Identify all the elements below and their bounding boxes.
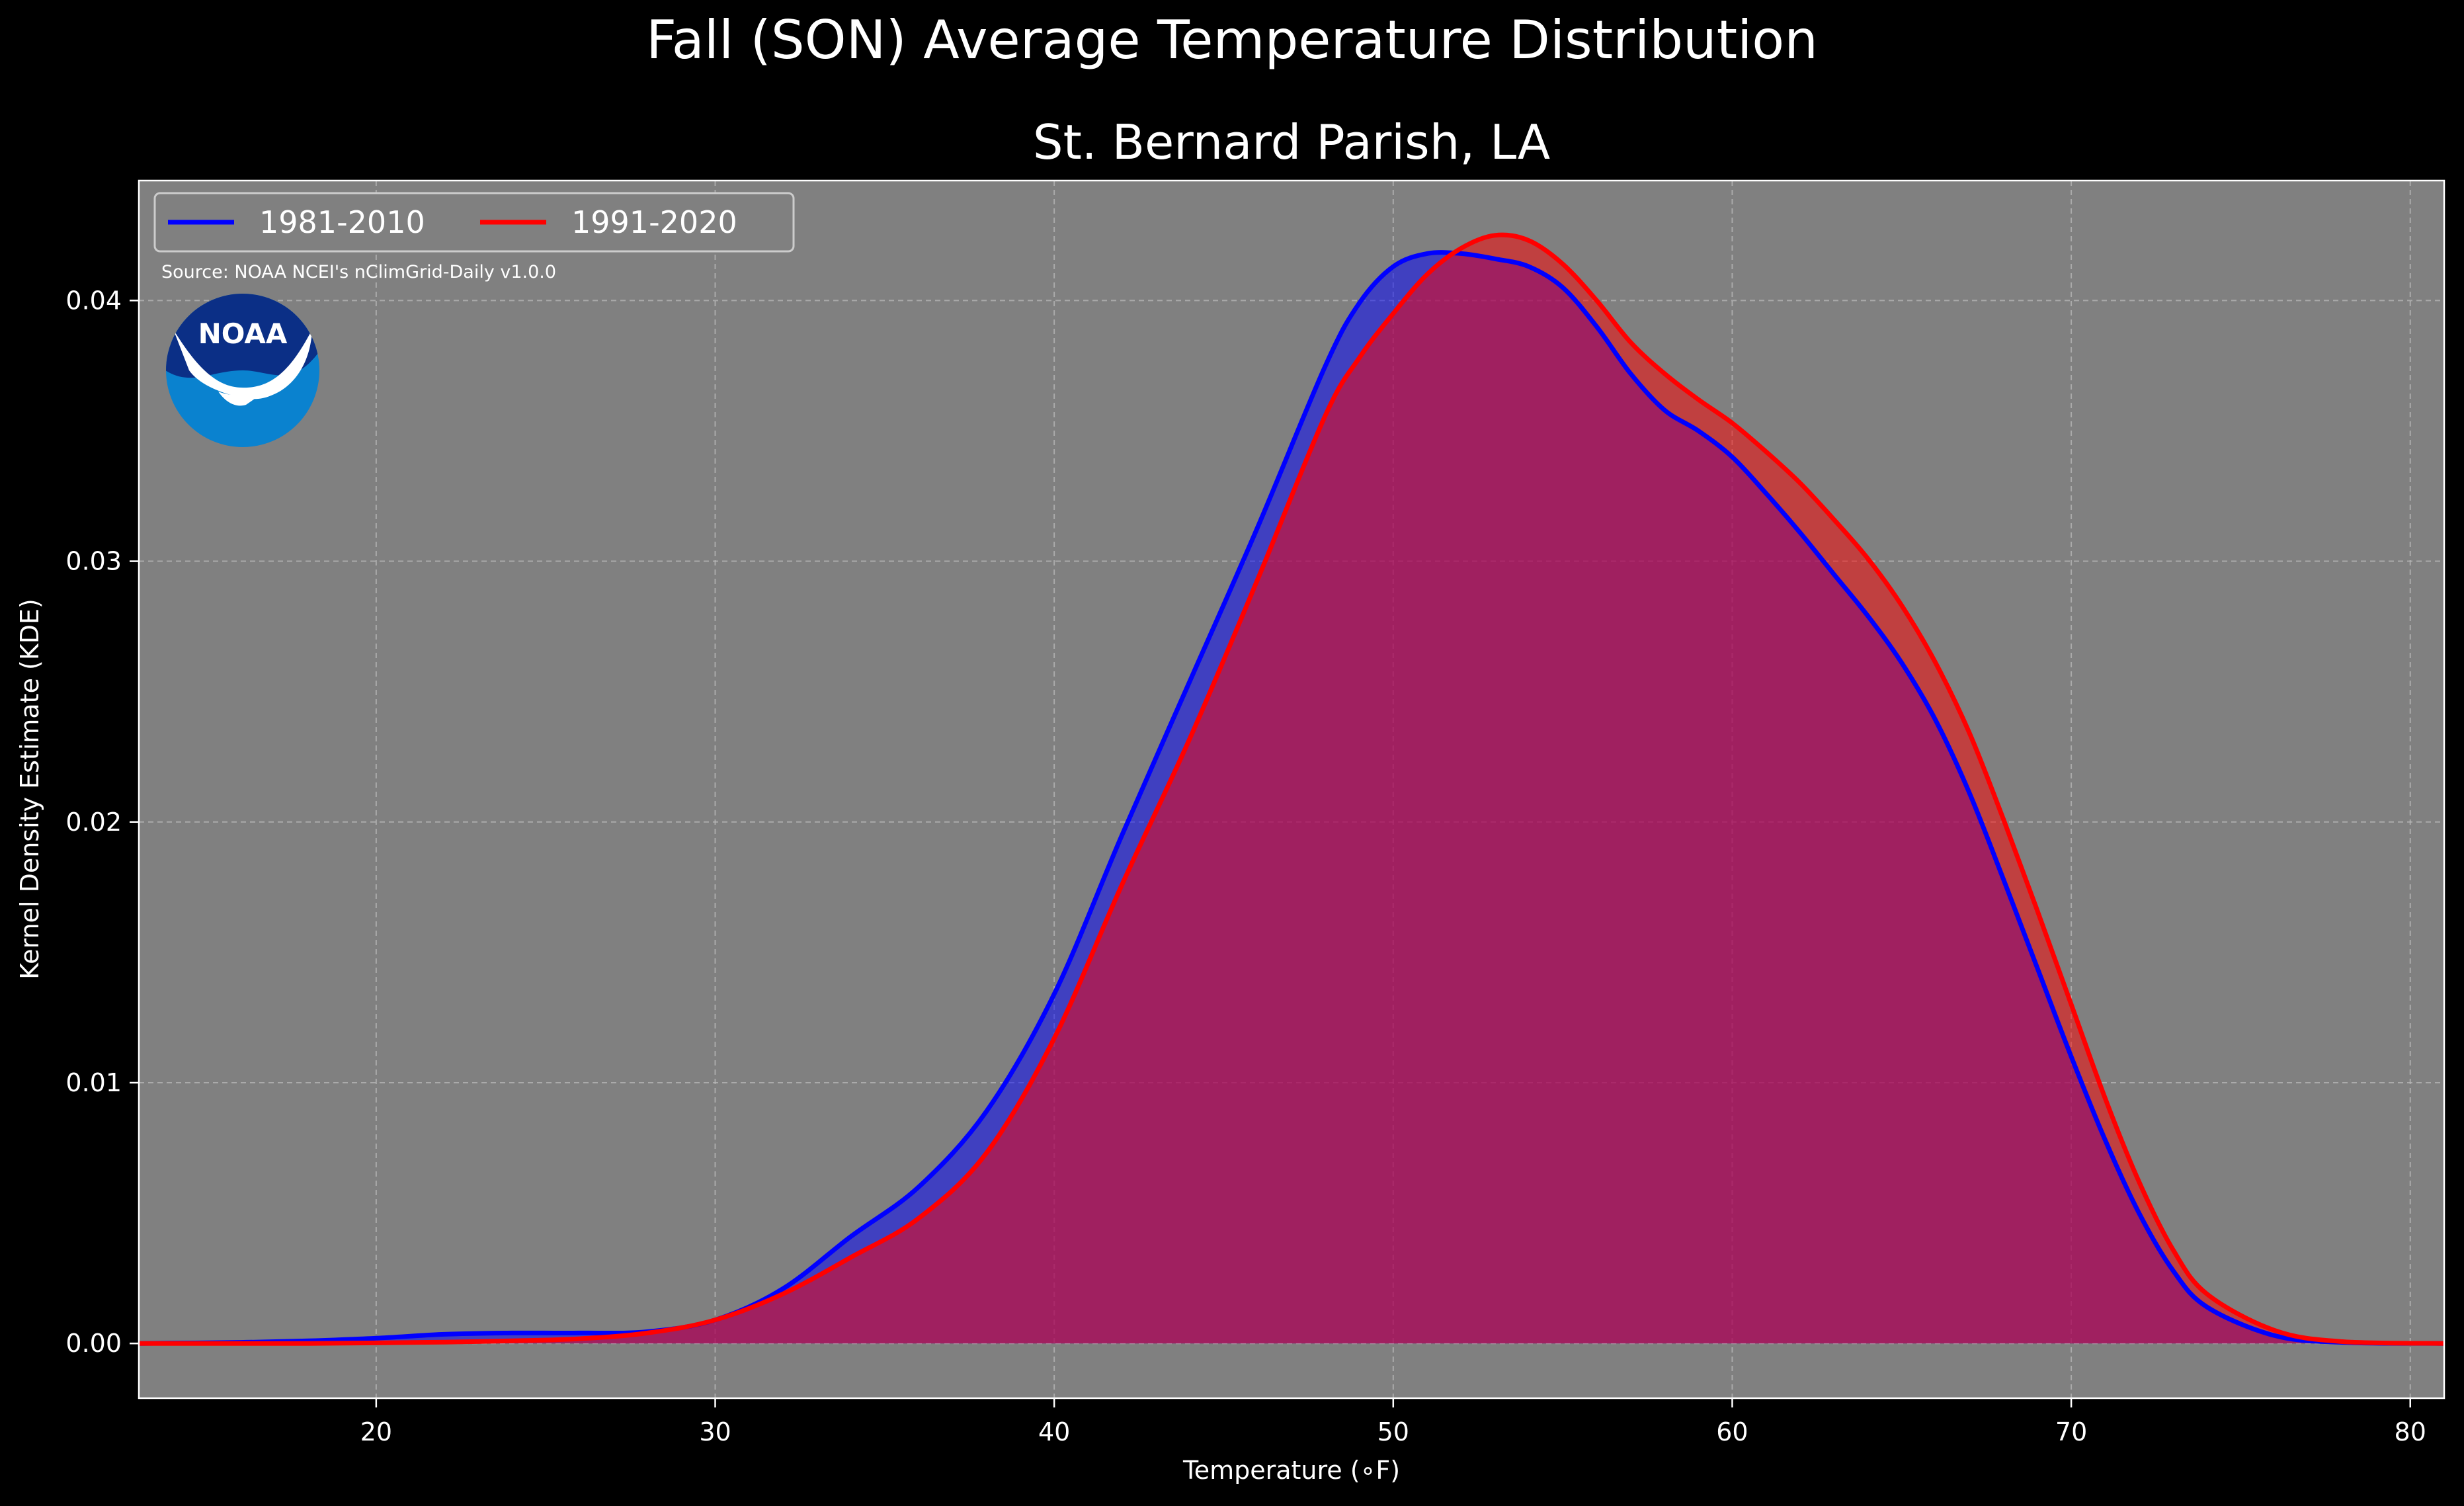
x-tick-label: 40 xyxy=(1038,1417,1070,1446)
chart-title: St. Bernard Parish, LA xyxy=(1033,114,1550,170)
x-axis-label: Temperature (∘F) xyxy=(1182,1456,1400,1485)
x-tick-label: 70 xyxy=(2055,1417,2087,1446)
y-axis-ticks: 0.00 0.01 0.02 0.03 0.04 xyxy=(65,286,139,1358)
legend-label-1991-2020: 1991-2020 xyxy=(571,204,737,240)
noaa-logo-text: NOAA xyxy=(198,317,288,350)
x-tick-label: 20 xyxy=(360,1417,392,1446)
figure-suptitle: Fall (SON) Average Temperature Distribut… xyxy=(646,9,1818,71)
legend-box xyxy=(153,192,795,253)
density-lines xyxy=(138,232,2445,1346)
y-tick-label: 0.00 xyxy=(65,1329,122,1358)
noaa-logo: NOAA xyxy=(166,294,319,447)
plot-frame xyxy=(138,179,2445,1400)
y-tick-label: 0.02 xyxy=(65,808,122,837)
x-tick-label: 60 xyxy=(1716,1417,1748,1446)
y-axis-label: Kernel Density Estimate (KDE) xyxy=(15,599,44,980)
source-annotation: Source: NOAA NCEI's nClimGrid-Daily v1.0… xyxy=(161,262,556,282)
series-1991-2020-line xyxy=(139,232,2445,1346)
x-axis-ticks: 20 30 40 50 60 70 80 xyxy=(360,1398,2426,1446)
x-tick-label: 50 xyxy=(1377,1417,1409,1446)
x-tick-label: 80 xyxy=(2395,1417,2426,1446)
series-1991-2020-area xyxy=(139,235,2444,1344)
density-areas xyxy=(139,235,2444,1344)
legend-label-1981-2010: 1981-2010 xyxy=(259,204,425,240)
legend: 1981-2010 1991-2020 xyxy=(153,192,795,253)
y-tick-label: 0.03 xyxy=(65,547,122,576)
x-tick-label: 30 xyxy=(699,1417,731,1446)
y-tick-label: 0.04 xyxy=(65,286,122,315)
y-tick-label: 0.01 xyxy=(65,1068,122,1097)
